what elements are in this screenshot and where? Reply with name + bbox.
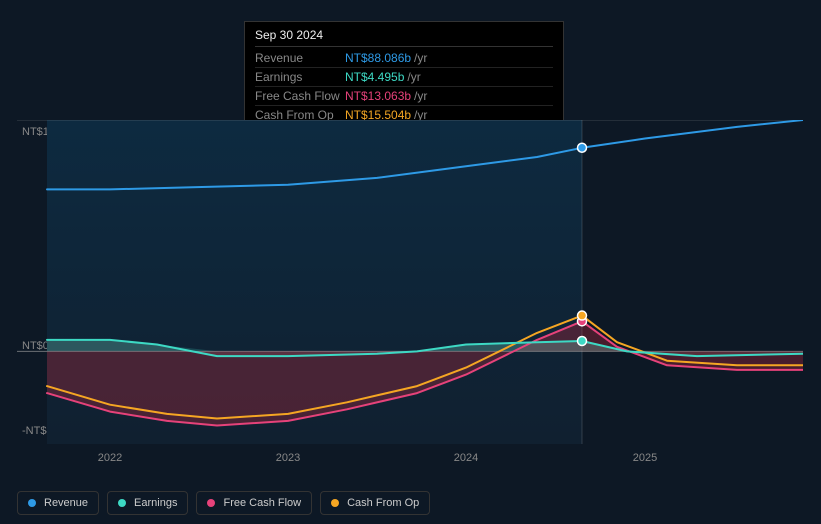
tooltip-metric-label: Earnings [255,70,345,84]
legend: Revenue Earnings Free Cash Flow Cash From O… [17,491,430,515]
legend-dot-icon [118,499,126,507]
tooltip-row: EarningsNT$4.495b/yr [255,68,553,87]
legend-label: Earnings [134,497,177,509]
legend-dot-icon [331,499,339,507]
x-axis-label: 2023 [276,452,300,464]
tooltip-date: Sep 30 2024 [255,28,553,47]
legend-item[interactable]: Revenue [17,491,99,515]
tooltip-suffix: /yr [414,51,427,65]
tooltip-metric-value: NT$4.495b [345,70,404,84]
legend-item[interactable]: Cash From Op [320,491,430,515]
chart-area[interactable] [17,120,803,500]
tooltip-metric-value: NT$88.086b [345,51,411,65]
legend-dot-icon [207,499,215,507]
legend-item[interactable]: Earnings [107,491,188,515]
tooltip-suffix: /yr [407,70,420,84]
tooltip-metric-label: Revenue [255,51,345,65]
legend-item[interactable]: Free Cash Flow [196,491,312,515]
x-axis-label: 2025 [633,452,657,464]
tooltip-metric-label: Free Cash Flow [255,89,345,103]
tooltip-metric-value: NT$13.063b [345,89,411,103]
tooltip-row: RevenueNT$88.086b/yr [255,49,553,68]
tooltip-suffix: /yr [414,89,427,103]
legend-label: Cash From Op [347,497,419,509]
x-axis-label: 2024 [454,452,478,464]
tooltip-row: Free Cash FlowNT$13.063b/yr [255,87,553,106]
chart-tooltip: Sep 30 2024 RevenueNT$88.086b/yrEarnings… [244,21,564,131]
legend-label: Free Cash Flow [223,497,301,509]
x-axis-label: 2022 [98,452,122,464]
legend-dot-icon [28,499,36,507]
legend-label: Revenue [44,497,88,509]
